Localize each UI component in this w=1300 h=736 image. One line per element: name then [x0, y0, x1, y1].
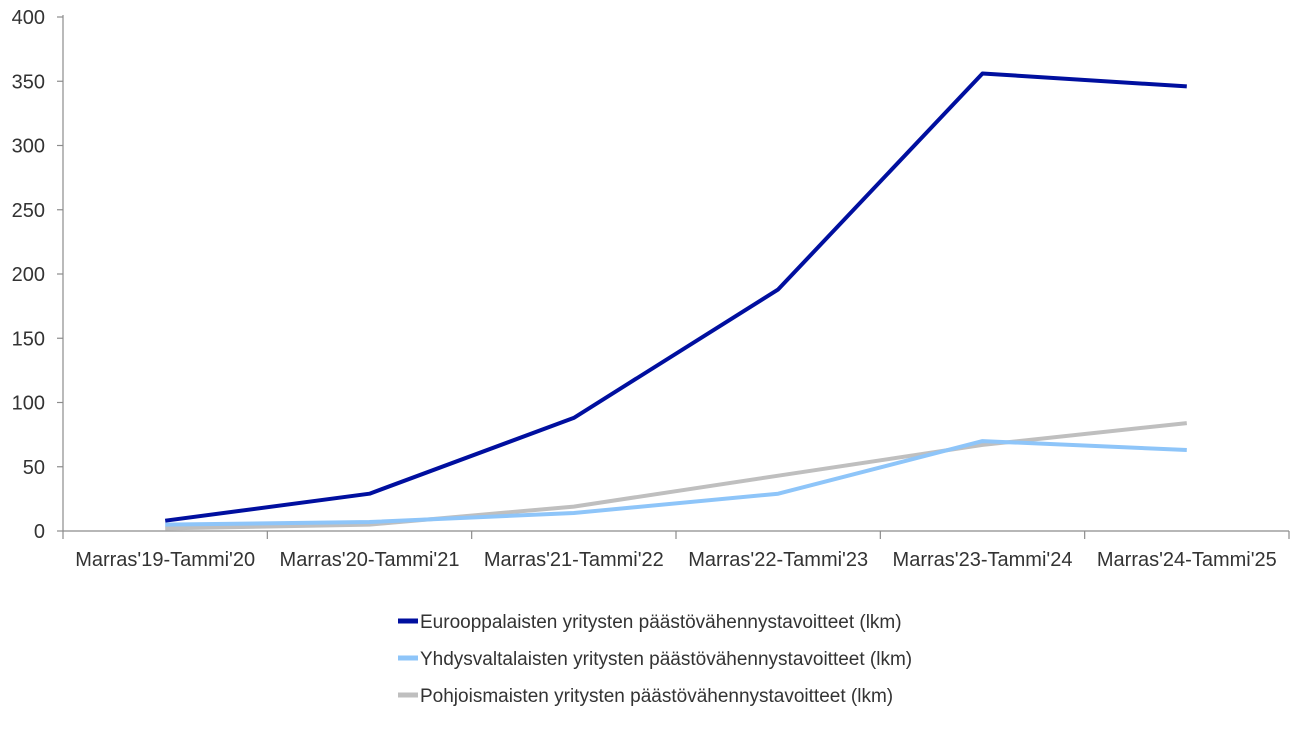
x-tick-label: Marras'19-Tammi'20	[75, 549, 255, 571]
legend-label-2: Yhdysvaltalaisten yritysten päästövähenn…	[420, 649, 912, 670]
y-tick-label: 50	[23, 457, 45, 479]
series-line-3	[165, 421, 1188, 531]
legend-label-1: Eurooppalaisten yritysten päästövähennys…	[420, 612, 902, 633]
y-tick-label: 250	[12, 200, 45, 222]
series-line-1	[164, 71, 1187, 523]
legend: Eurooppalaisten yritysten päästövähennys…	[398, 612, 912, 707]
y-tick-label: 350	[12, 71, 45, 93]
series-line-2	[165, 439, 1187, 527]
x-tick-label: Marras'24-Tammi'25	[1097, 549, 1277, 571]
x-tick-label: Marras'23-Tammi'24	[893, 549, 1073, 571]
series-lines	[164, 71, 1188, 531]
x-tick-label: Marras'20-Tammi'21	[280, 549, 460, 571]
axes: 0 50 100 150 200 250 300 350 400 Marras'19-Tammi'…	[12, 7, 1290, 571]
y-tick-label: 300	[12, 136, 45, 158]
x-tick-label: Marras'22-Tammi'23	[688, 549, 868, 571]
y-tick-label: 100	[12, 393, 45, 415]
x-tick-label: Marras'21-Tammi'22	[484, 549, 664, 571]
legend-label-3: Pohjoismaisten yritysten päästövähennyst…	[420, 686, 893, 707]
y-tick-label: 400	[12, 7, 45, 29]
y-tick-label: 200	[12, 264, 45, 286]
y-tick-label: 0	[34, 521, 45, 543]
y-tick-label: 150	[12, 328, 45, 350]
